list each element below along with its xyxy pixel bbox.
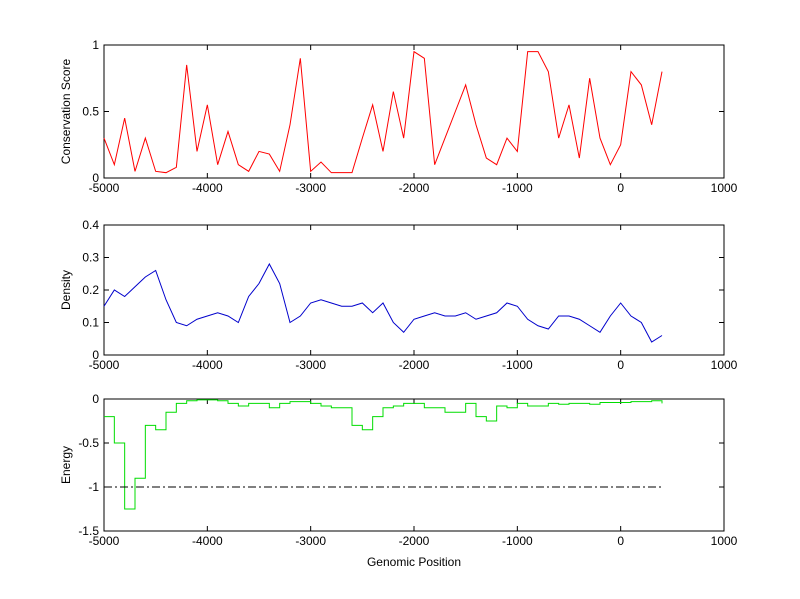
x-tick-label: -4000	[192, 358, 223, 372]
y-axis-label: Density	[59, 270, 73, 310]
axes-box	[103, 44, 725, 179]
x-tick-label: 0	[617, 181, 624, 195]
x-tick-label: 1000	[711, 358, 738, 372]
y-tick-label: -1	[88, 480, 99, 494]
y-axis-label: Energy	[59, 446, 73, 484]
x-tick-label: 0	[617, 534, 624, 548]
x-tick-label: -4000	[192, 181, 223, 195]
x-tick-label: -2000	[399, 181, 430, 195]
data-line	[103, 262, 663, 343]
x-tick-label: -2000	[399, 534, 430, 548]
x-tick-label: 0	[617, 358, 624, 372]
y-tick-label: -0.5	[78, 436, 99, 450]
x-tick-label: -1000	[502, 358, 533, 372]
x-tick-label: -1000	[502, 534, 533, 548]
x-tick-label: -2000	[399, 358, 430, 372]
axes-box	[103, 398, 725, 532]
y-tick-label: 0	[92, 171, 99, 185]
x-tick-label: 1000	[711, 534, 738, 548]
x-tick-label: -5000	[89, 181, 120, 195]
y-tick-label: 0.2	[82, 283, 99, 297]
y-tick-label: 0.4	[82, 218, 99, 232]
x-axis-label: Genomic Position	[367, 555, 461, 569]
y-axis-label: Conservation Score	[59, 58, 73, 164]
y-tick-label: -1.5	[78, 524, 99, 538]
x-tick-label: -5000	[89, 358, 120, 372]
x-tick-label: -3000	[295, 358, 326, 372]
y-tick-label: 0.3	[82, 251, 99, 265]
x-tick-label: -3000	[295, 181, 326, 195]
x-tick-label: -5000	[89, 534, 120, 548]
data-line	[104, 399, 663, 510]
axes-box	[103, 224, 725, 356]
y-tick-label: 1	[92, 38, 99, 52]
y-tick-label: 0.1	[82, 316, 99, 330]
y-tick-label: 0	[92, 392, 99, 406]
data-line	[103, 50, 663, 174]
x-tick-label: -4000	[192, 534, 223, 548]
y-tick-label: 0.5	[82, 105, 99, 119]
x-tick-label: -1000	[502, 181, 533, 195]
x-tick-label: 1000	[711, 181, 738, 195]
x-tick-label: -3000	[295, 534, 326, 548]
y-tick-label: 0	[92, 348, 99, 362]
